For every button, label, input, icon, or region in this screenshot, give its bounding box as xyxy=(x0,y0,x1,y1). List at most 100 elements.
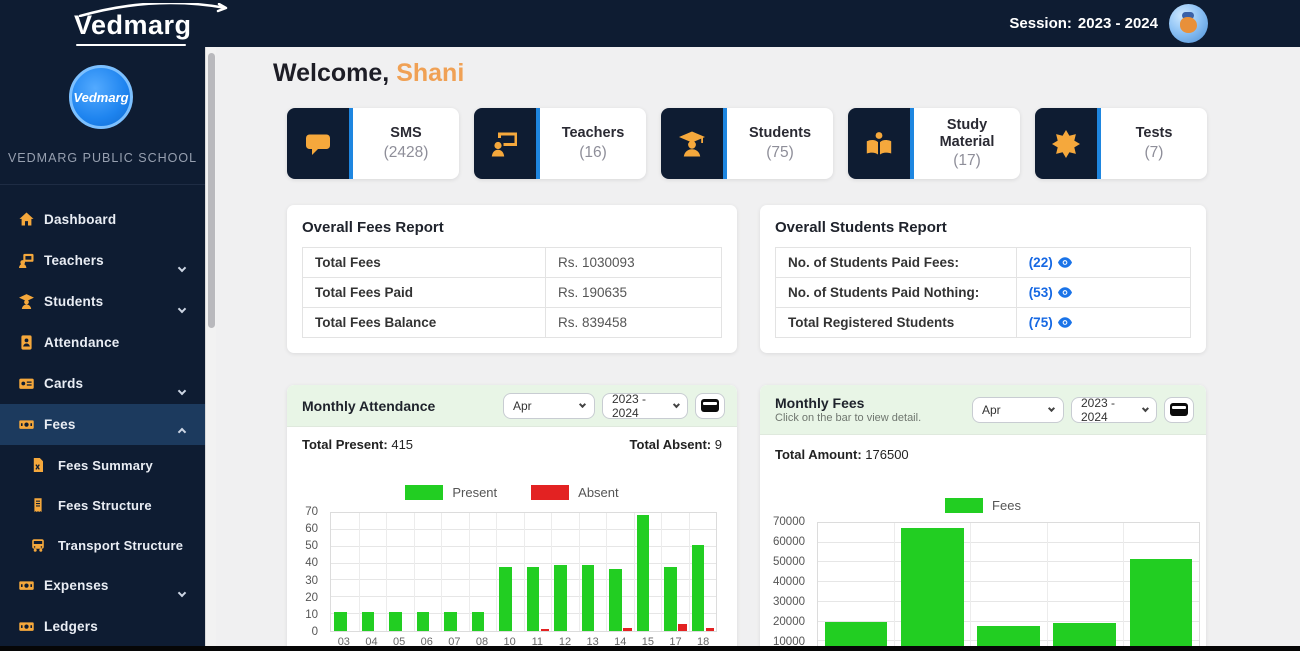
stat-card-count: (7) xyxy=(1144,143,1164,161)
x-tick-label: 04 xyxy=(365,636,378,648)
sidebar-item-label: Fees Summary xyxy=(58,457,153,473)
y-tick-label: 20 xyxy=(305,591,318,604)
legend-label: Fees xyxy=(992,498,1021,513)
stat-iconbox xyxy=(848,108,910,179)
total-registered-students-link[interactable]: (75) xyxy=(1015,307,1192,338)
bar-present xyxy=(581,565,595,631)
bar-present xyxy=(526,566,540,631)
legend-swatch xyxy=(405,485,444,500)
receipt-icon xyxy=(30,497,46,513)
calculator-icon xyxy=(701,399,719,412)
legend-item: Present xyxy=(405,485,497,500)
stat-card-students[interactable]: Students (75) xyxy=(661,108,833,179)
attendance-month-select[interactable]: Apr xyxy=(503,392,595,419)
gridline-horizontal xyxy=(818,600,1199,602)
bar-group xyxy=(1047,523,1123,651)
total-amount-label: Total Amount: xyxy=(775,447,862,462)
students-paid-fees-link[interactable]: (22) xyxy=(1015,247,1192,278)
bar-group xyxy=(386,513,414,631)
gridline-vertical xyxy=(496,513,497,631)
sidebar-item-label: Expenses xyxy=(44,578,109,593)
money-icon xyxy=(18,618,35,635)
x-tick-label: 08 xyxy=(475,636,489,648)
sidebar-item-transport-structure[interactable]: Transport Structure xyxy=(0,525,205,565)
bar-present xyxy=(554,565,567,631)
table-row: Total Fees Rs. 1030093 xyxy=(301,247,722,278)
sidebar-item-label: Transport Structure xyxy=(58,537,184,553)
stat-card-count: (17) xyxy=(953,152,981,170)
starburst-icon xyxy=(1052,129,1080,158)
fees-chart-legend: Fees xyxy=(760,498,1206,513)
sidebar-item-ledgers[interactable]: Ledgers xyxy=(0,606,205,647)
legend-label: Absent xyxy=(578,485,619,500)
stat-iconbox xyxy=(1035,108,1097,179)
bar-group xyxy=(1123,523,1199,651)
bar-present xyxy=(389,612,402,631)
sidebar-item-students[interactable]: Students xyxy=(0,281,205,322)
logo-swoosh-icon xyxy=(78,3,228,17)
stat-card-teachers[interactable]: Teachers (16) xyxy=(474,108,646,179)
sidebar-item-cards[interactable]: Cards xyxy=(0,363,205,404)
attendance-chart-legend: Present Absent xyxy=(287,485,737,500)
stat-iconbox xyxy=(661,108,723,179)
bar-group xyxy=(551,513,579,631)
y-tick-label: 60000 xyxy=(773,536,805,548)
eye-icon[interactable] xyxy=(1057,257,1072,268)
avatar-decor xyxy=(1180,17,1197,33)
attendance-title-block: Monthly Attendance xyxy=(302,398,496,414)
bar-group xyxy=(496,513,524,631)
y-tick-label: 30000 xyxy=(773,596,805,608)
y-tick-label: 40000 xyxy=(773,576,805,589)
bar-present xyxy=(609,568,622,631)
vedmarg-logo[interactable]: Vedmarg xyxy=(72,2,242,47)
fees-month-select[interactable]: Apr xyxy=(972,396,1064,423)
sidebar-item-fees-summary[interactable]: Fees Summary xyxy=(0,445,205,485)
bar-present xyxy=(361,612,375,631)
bar-fees[interactable] xyxy=(1129,559,1193,651)
stat-card-stripe xyxy=(723,108,727,179)
gridline-vertical xyxy=(970,523,972,651)
gridline-vertical xyxy=(1122,523,1124,651)
scrollbar-thumb[interactable] xyxy=(208,53,215,328)
logo-text: Vedmarg xyxy=(74,10,192,40)
sidebar-divider xyxy=(0,184,205,185)
panel-subtitle: Click on the bar to view detail. xyxy=(775,412,922,424)
eye-icon[interactable] xyxy=(1057,317,1072,328)
topbar: Vedmarg Session: 2023 - 2024 xyxy=(0,0,1300,47)
content-scrollbar[interactable] xyxy=(205,47,216,651)
attendance-report-button[interactable] xyxy=(695,392,725,419)
stat-card-text: Tests (7) xyxy=(1101,108,1207,179)
student-icon xyxy=(18,293,35,310)
sidebar-item-expenses[interactable]: Expenses xyxy=(0,565,205,606)
fees-report-table: Total Fees Rs. 1030093 Total Fees Paid R… xyxy=(301,247,722,338)
stat-card-tests[interactable]: Tests (7) xyxy=(1035,108,1207,179)
stat-card-sms[interactable]: SMS (2428) xyxy=(287,108,459,179)
user-avatar[interactable] xyxy=(1169,4,1208,43)
school-logo-text: Vedmarg xyxy=(73,89,129,105)
sidebar-item-dashboard[interactable]: Dashboard xyxy=(0,199,205,240)
attendance-year-select[interactable]: 2023 - 2024 xyxy=(602,392,688,420)
main-content: Welcome, Shani SMS (2428) Teachers (16) … xyxy=(216,47,1300,651)
students-paid-nothing-link[interactable]: (53) xyxy=(1015,277,1192,308)
sidebar-item-label: Students xyxy=(44,294,104,309)
money-icon xyxy=(18,416,35,433)
sidebar-item-fees[interactable]: Fees xyxy=(0,404,205,445)
chevron-down-icon xyxy=(177,381,187,399)
stat-card-study-material[interactable]: Study Material (17) xyxy=(848,108,1020,179)
row-label: Total Registered Students xyxy=(775,307,1017,338)
sidebar-item-teachers[interactable]: Teachers xyxy=(0,240,205,281)
eye-icon[interactable] xyxy=(1057,287,1072,298)
bar-fees[interactable] xyxy=(901,527,964,651)
row-value: Rs. 190635 xyxy=(545,277,722,308)
sidebar-item-fees-structure[interactable]: Fees Structure xyxy=(0,485,205,525)
gridline-vertical xyxy=(688,513,690,631)
stat-card-text: Teachers (16) xyxy=(540,108,646,179)
x-tick-label: 03 xyxy=(337,636,350,648)
fees-year-select[interactable]: 2023 - 2024 xyxy=(1071,396,1157,424)
graduate-icon xyxy=(679,131,705,156)
sidebar: Vedmarg VEDMARG PUBLIC SCHOOL Dashboard … xyxy=(0,47,205,651)
bar-group xyxy=(414,513,442,631)
welcome-username: Shani xyxy=(396,59,465,87)
sidebar-item-attendance[interactable]: Attendance xyxy=(0,322,205,363)
fees-report-button[interactable] xyxy=(1164,396,1194,423)
